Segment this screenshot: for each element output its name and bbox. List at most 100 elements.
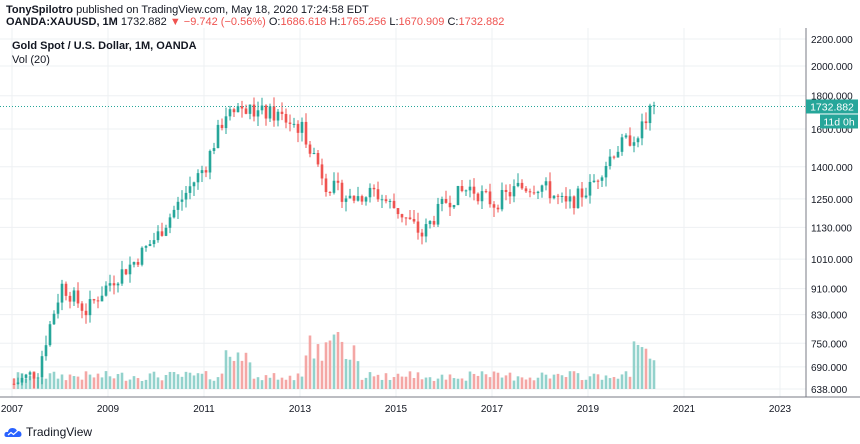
volume-bar bbox=[164, 374, 168, 389]
candle bbox=[452, 205, 456, 208]
volume-bar bbox=[24, 378, 28, 389]
candle bbox=[128, 264, 132, 275]
price-tick: 1010.000 bbox=[811, 255, 853, 266]
volume-bar bbox=[220, 373, 224, 389]
volume-bar bbox=[528, 377, 532, 389]
candle bbox=[568, 196, 572, 202]
candle bbox=[576, 188, 580, 209]
volume-bar bbox=[616, 378, 620, 389]
candle bbox=[616, 151, 620, 158]
candle bbox=[652, 105, 656, 107]
volume-bar bbox=[600, 379, 604, 389]
volume-bar bbox=[496, 372, 500, 389]
candle bbox=[252, 104, 256, 117]
change-value: ▼ −9.742 (−0.56%) bbox=[169, 16, 266, 28]
volume-bar bbox=[112, 378, 116, 389]
candle bbox=[164, 227, 168, 236]
candle bbox=[532, 192, 536, 194]
candle bbox=[640, 121, 644, 139]
volume-bar bbox=[356, 361, 360, 389]
candle bbox=[292, 123, 296, 125]
volume-bar bbox=[208, 379, 212, 389]
candle bbox=[544, 181, 548, 186]
candle bbox=[504, 189, 508, 193]
candle bbox=[224, 116, 228, 129]
volume-bar bbox=[560, 375, 564, 389]
candle bbox=[96, 300, 100, 302]
candle bbox=[148, 244, 152, 247]
candle bbox=[12, 383, 16, 385]
candle bbox=[76, 290, 80, 304]
volume-bar bbox=[256, 377, 260, 389]
candle bbox=[436, 203, 440, 225]
candle bbox=[344, 198, 348, 202]
candle bbox=[20, 377, 24, 383]
candle bbox=[404, 217, 408, 219]
volume-bar bbox=[444, 379, 448, 389]
volume-bar bbox=[404, 376, 408, 389]
candle bbox=[548, 181, 552, 199]
time-tick: 2011 bbox=[193, 404, 215, 415]
author-name[interactable]: TonySpilotro bbox=[6, 4, 74, 16]
price-tick: 1130.000 bbox=[811, 223, 852, 234]
candle bbox=[564, 196, 568, 202]
candle bbox=[376, 189, 380, 200]
candle bbox=[500, 189, 504, 210]
candle bbox=[280, 111, 284, 114]
candle bbox=[160, 231, 164, 236]
candle bbox=[408, 217, 412, 220]
volume-bar bbox=[200, 373, 204, 389]
candle bbox=[528, 191, 532, 193]
volume-bar bbox=[608, 378, 612, 389]
candle bbox=[364, 197, 368, 202]
volume-bar bbox=[564, 377, 568, 389]
candle bbox=[636, 138, 640, 143]
volume-bar bbox=[132, 376, 136, 389]
volume-bar bbox=[452, 378, 456, 389]
volume-bar bbox=[548, 378, 552, 389]
price-chart[interactable]: Gold Spot / U.S. Dollar, 1M, OANDA Vol (… bbox=[0, 28, 860, 424]
volume-bar bbox=[460, 378, 464, 389]
volume-bar bbox=[416, 372, 420, 389]
volume-bar bbox=[28, 376, 32, 389]
volume-bar bbox=[128, 379, 132, 389]
price-tick: 910.000 bbox=[811, 285, 848, 296]
candle bbox=[492, 204, 496, 208]
candle bbox=[460, 186, 464, 192]
volume-bar bbox=[544, 374, 548, 389]
candle bbox=[432, 221, 436, 225]
volume-bar bbox=[644, 348, 648, 389]
candle bbox=[420, 232, 424, 237]
legend-title: Gold Spot / U.S. Dollar, 1M, OANDA bbox=[12, 40, 197, 52]
candle bbox=[272, 106, 276, 121]
volume-bar bbox=[628, 376, 632, 389]
candle bbox=[372, 187, 376, 190]
low-value: 1670.909 bbox=[398, 16, 445, 28]
volume-bar bbox=[552, 374, 556, 389]
volume-bar bbox=[464, 380, 468, 389]
volume-bar bbox=[348, 359, 352, 389]
volume-bar bbox=[144, 379, 148, 389]
candle bbox=[512, 186, 516, 197]
candle bbox=[560, 196, 564, 198]
volume-bar bbox=[432, 380, 436, 389]
candle bbox=[536, 191, 540, 194]
volume-bar bbox=[440, 374, 444, 389]
candle bbox=[324, 178, 328, 193]
volume-bar bbox=[524, 379, 528, 389]
volume-bar bbox=[620, 374, 624, 389]
tradingview-footer[interactable]: TradingView bbox=[4, 425, 92, 439]
candle bbox=[360, 196, 364, 202]
price-tick: 690.000 bbox=[811, 363, 848, 374]
volume-bar bbox=[352, 345, 356, 389]
candle bbox=[84, 310, 88, 316]
candle bbox=[112, 283, 116, 286]
volume-bar bbox=[408, 371, 412, 389]
candle bbox=[308, 144, 312, 154]
volume-bar bbox=[68, 374, 72, 389]
candle bbox=[624, 135, 628, 138]
volume-bar bbox=[80, 379, 84, 389]
candle bbox=[600, 177, 604, 181]
candle bbox=[336, 180, 340, 183]
candle bbox=[256, 110, 260, 117]
